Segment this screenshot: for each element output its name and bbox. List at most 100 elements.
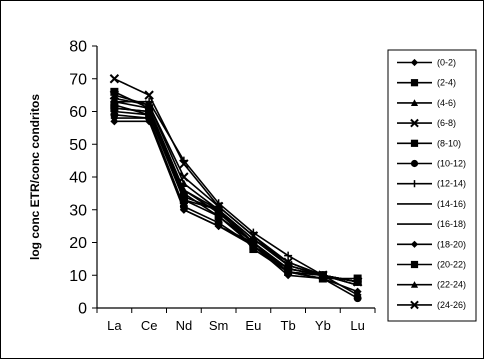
square-marker-shape (179, 195, 188, 204)
data-point (144, 90, 154, 100)
y-tick-label: 10 (69, 268, 87, 285)
plus-marker-shape (284, 251, 293, 260)
legend-marker (410, 240, 419, 248)
y-tick-label: 20 (69, 235, 87, 252)
y-tick-label: 80 (69, 39, 87, 56)
legend-entry: (18-20) (397, 239, 466, 249)
legend-entry: (2-4) (397, 78, 456, 88)
legend-entry: (4-6) (397, 98, 456, 108)
legend-marker (410, 159, 419, 168)
square-marker-shape (284, 267, 293, 276)
x-tick-label: Nd (176, 318, 193, 333)
data-point (145, 117, 154, 126)
square-marker-shape (410, 79, 419, 87)
legend-marker (410, 139, 419, 147)
data-point (109, 90, 120, 100)
triangle-marker-shape (410, 99, 419, 106)
data-point (179, 205, 188, 214)
data-point (110, 87, 119, 96)
y-tick-label: 60 (69, 104, 87, 121)
x-marker-shape (144, 90, 154, 100)
legend: (0-2) (2-4) (4-6) (6-8) (8-10) (10-12) (12-14)… (397, 58, 466, 310)
diamond-marker-shape (110, 117, 119, 126)
data-point (353, 294, 362, 303)
data-point (109, 74, 120, 84)
legend-label: (14-16) (437, 199, 466, 209)
circle-marker-shape (110, 110, 119, 119)
legend-entry: (20-22) (397, 260, 466, 270)
legend-entry: (14-16) (397, 199, 466, 209)
data-point (144, 100, 154, 110)
legend-entry: (10-12) (397, 159, 466, 169)
x-tick-label: Lu (350, 318, 364, 333)
legend-label: (12-14) (437, 179, 466, 189)
legend-label: (22-24) (437, 280, 466, 290)
series-line (114, 94, 358, 283)
data-point (249, 235, 258, 243)
data-point (284, 251, 293, 260)
x-marker-shape (410, 300, 419, 310)
data-point (352, 277, 363, 287)
legend-label: (8-10) (437, 138, 461, 148)
data-point (214, 222, 223, 231)
legend-box (387, 49, 477, 322)
y-tick-label: 50 (69, 137, 87, 154)
legend-entry: (0-2) (397, 58, 456, 68)
data-point (110, 117, 119, 126)
y-tick-label: 30 (69, 202, 87, 219)
diamond-marker-shape (410, 58, 419, 67)
x-marker-shape (213, 201, 224, 212)
triangle-marker-shape (214, 205, 223, 214)
x-marker-shape (283, 260, 293, 271)
legend-entry: (12-14) (397, 179, 466, 189)
plus-marker-shape (410, 180, 419, 188)
data-point (179, 172, 189, 182)
data-point (214, 205, 223, 214)
diamond-marker-shape (145, 117, 154, 126)
data-point (249, 245, 258, 254)
square-marker-shape (110, 104, 119, 113)
square-marker-shape (410, 260, 419, 269)
y-axis-label: log conc ETR/conc condritos (28, 94, 42, 260)
series-13 (109, 90, 363, 287)
y-tick-label: 0 (78, 301, 87, 318)
legend-marker (410, 99, 419, 106)
data-point (248, 231, 259, 241)
data-point (179, 156, 188, 165)
legend-label: (24-26) (437, 300, 466, 310)
data-point (110, 110, 119, 119)
triangle-marker-shape (179, 186, 188, 194)
x-tick-label: Sm (209, 318, 229, 333)
triangle-marker-shape (110, 97, 119, 106)
legend-label: (16-18) (437, 219, 466, 229)
x-marker-shape (109, 90, 120, 100)
legend-label: (10-12) (437, 159, 466, 169)
diamond-marker-shape (410, 240, 419, 248)
plus-marker-shape (179, 156, 188, 165)
triangle-marker-shape (249, 235, 258, 243)
x-tick-label: Eu (245, 318, 261, 333)
legend-label: (6-8) (437, 118, 456, 128)
diamond-marker-shape (353, 287, 362, 296)
square-marker-shape (410, 139, 419, 147)
legend-label: (4-6) (437, 98, 456, 108)
legend-label: (18-20) (437, 239, 466, 249)
legend-marker (410, 79, 419, 87)
legend-label: (20-22) (437, 260, 466, 270)
legend-marker (410, 260, 419, 269)
data-point (213, 201, 224, 212)
legend-entry: (8-10) (397, 138, 461, 148)
series-line (114, 100, 358, 283)
circle-marker-shape (410, 159, 419, 168)
legend-entry: (24-26) (397, 300, 466, 310)
data-point (179, 195, 188, 204)
x-marker-shape (410, 118, 419, 128)
data-point (284, 267, 293, 276)
y-tick-label: 70 (69, 71, 87, 88)
data-point (318, 270, 328, 280)
square-marker-shape (110, 87, 119, 96)
x-marker-shape (248, 231, 259, 241)
x-marker-shape (109, 74, 120, 84)
